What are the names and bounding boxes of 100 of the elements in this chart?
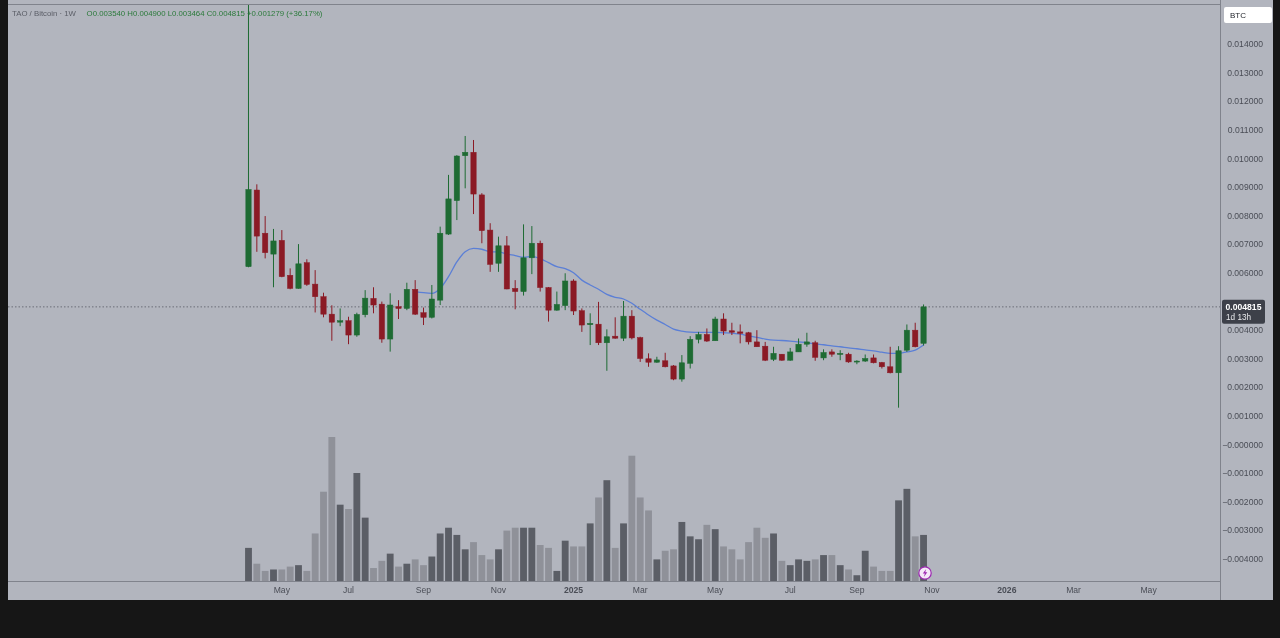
bar	[345, 509, 352, 581]
bar	[761, 537, 769, 581]
candlestick	[812, 340, 819, 362]
candlestick	[362, 289, 369, 318]
candlestick	[620, 300, 627, 342]
bar	[303, 570, 311, 581]
bar	[620, 523, 627, 581]
x-tick-label: Nov	[924, 585, 941, 595]
candlestick	[895, 345, 902, 409]
candlestick	[587, 312, 594, 346]
bar	[428, 556, 436, 581]
x-tick-label: Nov	[490, 585, 507, 595]
x-tick-label: Jul	[784, 585, 796, 595]
bar	[703, 524, 711, 581]
bar	[395, 566, 402, 581]
bar	[711, 529, 719, 581]
y-tick-label: 0.003000	[1227, 353, 1264, 364]
text: 1d 13h	[1226, 313, 1252, 323]
candlestick	[528, 225, 535, 275]
bar	[653, 559, 661, 581]
bar	[361, 517, 369, 581]
bar	[845, 569, 852, 581]
bar	[853, 575, 861, 581]
text: BTC	[1230, 11, 1247, 21]
candlestick	[887, 346, 894, 374]
bar	[503, 530, 511, 581]
candlestick	[678, 354, 685, 383]
candlestick	[320, 292, 327, 318]
bar	[828, 555, 836, 581]
candlestick	[512, 279, 519, 310]
x-tick-label: Mar	[1066, 585, 1082, 595]
candlestick	[595, 301, 602, 346]
bar	[353, 473, 361, 581]
candlestick	[495, 236, 502, 273]
y-tick-label: 0.006000	[1227, 267, 1264, 278]
candlestick	[578, 307, 585, 333]
candlestick	[903, 323, 910, 353]
y-tick-label: 0.007000	[1227, 239, 1264, 250]
x-tick-label: 2025	[563, 585, 584, 595]
bar	[561, 540, 569, 581]
x-tick-label: Sep	[415, 585, 432, 595]
y-tick-label: 0.011000	[1227, 124, 1264, 135]
bar	[295, 565, 302, 581]
candlestick	[728, 322, 735, 336]
bar	[286, 566, 294, 581]
ref-line-label: 0.004815	[1225, 301, 1262, 312]
candlestick	[912, 322, 919, 348]
bar	[553, 570, 561, 581]
x-tick-label: 2026	[997, 585, 1017, 595]
y-tick-label: −0.000000	[1222, 439, 1264, 450]
y-tick-label: 0.013000	[1227, 67, 1264, 78]
bar	[486, 559, 494, 581]
bar	[811, 559, 819, 581]
x-tick-label: May	[1140, 585, 1158, 595]
bar	[628, 455, 636, 581]
bar	[403, 563, 411, 581]
bar	[253, 563, 261, 581]
candlestick	[262, 215, 269, 259]
x-tick-label: May	[273, 585, 291, 595]
bar	[778, 560, 786, 581]
candlestick	[553, 291, 560, 312]
bar	[770, 533, 777, 581]
candlestick	[753, 329, 760, 348]
y-tick-label: −0.001000	[1222, 468, 1264, 479]
candlestick	[328, 304, 335, 342]
y-tick-label: 0.004000	[1227, 325, 1264, 336]
bar	[278, 569, 286, 581]
candlestick	[603, 328, 610, 372]
y-tick-label: −0.002000	[1222, 496, 1264, 507]
y-tick-label: 0.010000	[1227, 153, 1264, 164]
candlestick	[712, 316, 719, 342]
y-tick-label: 0.002000	[1227, 382, 1264, 393]
bar	[820, 555, 827, 581]
candlestick	[270, 228, 277, 288]
x-tick-label: Sep	[849, 585, 865, 595]
bar	[911, 536, 919, 581]
bar	[511, 527, 519, 581]
bar	[336, 504, 344, 581]
y-tick-label: 0.008000	[1227, 210, 1264, 221]
candlestick	[345, 316, 352, 345]
candlestick	[703, 327, 710, 343]
candlestick	[612, 316, 619, 340]
x-tick-label: Mar	[632, 585, 648, 595]
candlestick	[628, 309, 635, 340]
candlestick	[720, 312, 727, 336]
bar	[595, 497, 602, 581]
candlestick	[370, 286, 377, 314]
candlestick	[428, 284, 435, 319]
bar	[270, 569, 277, 581]
candlestick	[403, 282, 410, 311]
y-tick-label: −0.003000	[1222, 525, 1264, 536]
bar	[245, 547, 252, 581]
candlestick	[828, 348, 835, 358]
y-tick-label: 0.014000	[1227, 39, 1264, 50]
bar	[678, 521, 686, 581]
bar	[461, 549, 469, 581]
bar	[603, 480, 611, 581]
bar	[836, 565, 844, 581]
y-tick-label: 0.001000	[1227, 410, 1264, 421]
x-tick-label: May	[707, 585, 725, 595]
